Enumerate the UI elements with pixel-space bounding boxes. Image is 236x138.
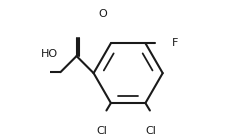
Text: F: F	[172, 38, 178, 48]
Text: O: O	[98, 9, 107, 19]
Text: Cl: Cl	[146, 126, 157, 136]
Text: Cl: Cl	[96, 126, 107, 136]
Text: HO: HO	[41, 49, 58, 59]
